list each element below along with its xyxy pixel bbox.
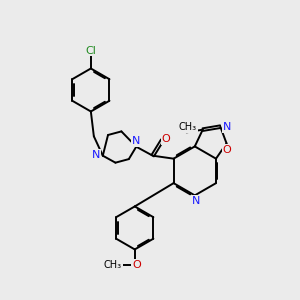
Text: CH₃: CH₃ (104, 260, 122, 270)
Text: O: O (223, 145, 232, 155)
Text: N: N (131, 136, 140, 146)
Text: O: O (132, 260, 141, 270)
Text: N: N (223, 122, 231, 132)
Text: N: N (192, 196, 200, 206)
Text: Cl: Cl (85, 46, 96, 56)
Text: O: O (161, 134, 170, 144)
Text: CH₃: CH₃ (179, 122, 197, 132)
Text: N: N (92, 150, 100, 160)
